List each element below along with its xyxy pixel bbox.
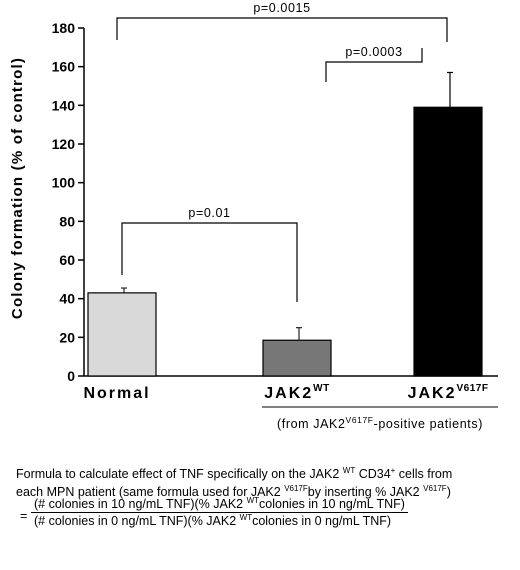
bracket-0	[116, 17, 448, 42]
y-axis-label: Colony formation (% of control)	[9, 57, 26, 319]
bracket-1	[325, 48, 423, 82]
y-axis: 0 20 40 60 80 100 120 140 160 180	[52, 20, 498, 384]
bars	[87, 106, 483, 377]
bar-0	[87, 292, 157, 377]
fraction-denominator: (# colonies in 0 ng/mL TNF)(% JAK2 WTcol…	[34, 512, 392, 528]
category-label-2: JAK2V617F	[408, 383, 489, 402]
y-tick-label: 20	[59, 329, 75, 345]
x-axis-labels: Normal JAK2WT JAK2V617F	[83, 383, 488, 402]
bar-1	[262, 339, 332, 377]
p-value-label-2: p=0.01	[188, 206, 230, 220]
formula-line-1: Formula to calculate effect of TNF speci…	[16, 465, 453, 481]
y-tick-label: 140	[52, 97, 76, 113]
y-tick-label: 0	[67, 368, 75, 384]
y-tick-label: 40	[59, 291, 75, 307]
p-value-label-1: p=0.0003	[345, 45, 402, 59]
significance-brackets: p=0.0015 p=0.0003 p=0.01	[116, 1, 448, 302]
y-tick-label: 180	[52, 20, 76, 36]
formula-description: Formula to calculate effect of TNF speci…	[16, 465, 452, 501]
p-value-label-0: p=0.0015	[253, 1, 310, 15]
y-tick-label: 160	[52, 59, 76, 75]
bar-2	[413, 106, 483, 377]
formula-line-2: each MPN patient (same formula used for …	[16, 483, 451, 499]
y-tick-label: 60	[59, 252, 75, 268]
y-tick-label: 100	[52, 175, 76, 191]
y-tick-label: 80	[59, 213, 75, 229]
category-label-1: JAK2WT	[264, 383, 329, 402]
fraction-body: (# colonies in 10 ng/mL TNF)(% JAK2 WTco…	[31, 496, 408, 528]
equals-sign: =	[20, 509, 28, 523]
bracket-2	[121, 222, 298, 302]
colony-formation-chart: 0 20 40 60 80 100 120 140 160 180 p=0.0015 p=0.000…	[9, 1, 498, 431]
y-tick-label: 120	[52, 136, 76, 152]
category-label-0: Normal	[83, 385, 150, 402]
group-label: (from JAK2V617F-positive patients)	[277, 415, 483, 431]
fraction-numerator: (# colonies in 10 ng/mL TNF)(% JAK2 WTco…	[31, 496, 408, 513]
error-bars	[121, 71, 453, 341]
